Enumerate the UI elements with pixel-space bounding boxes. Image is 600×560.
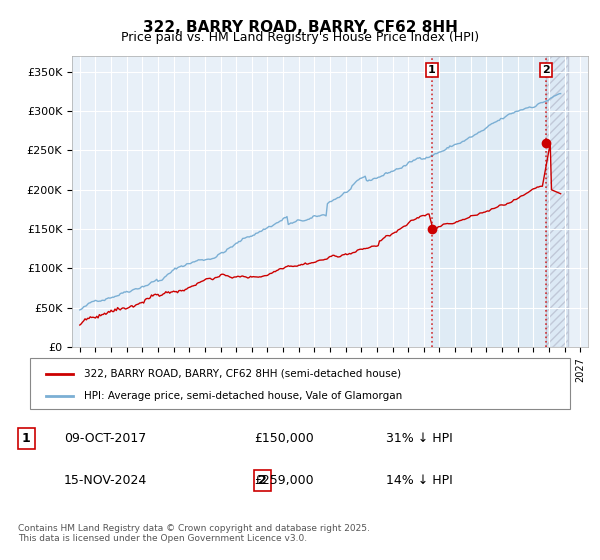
Text: HPI: Average price, semi-detached house, Vale of Glamorgan: HPI: Average price, semi-detached house,… bbox=[84, 391, 402, 401]
Text: 322, BARRY ROAD, BARRY, CF62 8HH (semi-detached house): 322, BARRY ROAD, BARRY, CF62 8HH (semi-d… bbox=[84, 368, 401, 379]
Text: 14% ↓ HPI: 14% ↓ HPI bbox=[386, 474, 453, 487]
Text: Contains HM Land Registry data © Crown copyright and database right 2025.
This d: Contains HM Land Registry data © Crown c… bbox=[18, 524, 370, 543]
Bar bbox=[431, 56, 568, 347]
Text: £150,000: £150,000 bbox=[254, 432, 314, 445]
FancyBboxPatch shape bbox=[30, 358, 570, 409]
Text: 1: 1 bbox=[428, 65, 436, 74]
Text: 31% ↓ HPI: 31% ↓ HPI bbox=[386, 432, 453, 445]
Text: 322, BARRY ROAD, BARRY, CF62 8HH: 322, BARRY ROAD, BARRY, CF62 8HH bbox=[143, 20, 457, 35]
Text: 1: 1 bbox=[22, 432, 31, 445]
Bar bbox=[547, 56, 568, 347]
Text: £259,000: £259,000 bbox=[254, 474, 314, 487]
Text: 09-OCT-2017: 09-OCT-2017 bbox=[64, 432, 146, 445]
Text: 15-NOV-2024: 15-NOV-2024 bbox=[64, 474, 147, 487]
Text: 2: 2 bbox=[542, 65, 550, 74]
Text: 2: 2 bbox=[258, 474, 267, 487]
Text: Price paid vs. HM Land Registry's House Price Index (HPI): Price paid vs. HM Land Registry's House … bbox=[121, 31, 479, 44]
